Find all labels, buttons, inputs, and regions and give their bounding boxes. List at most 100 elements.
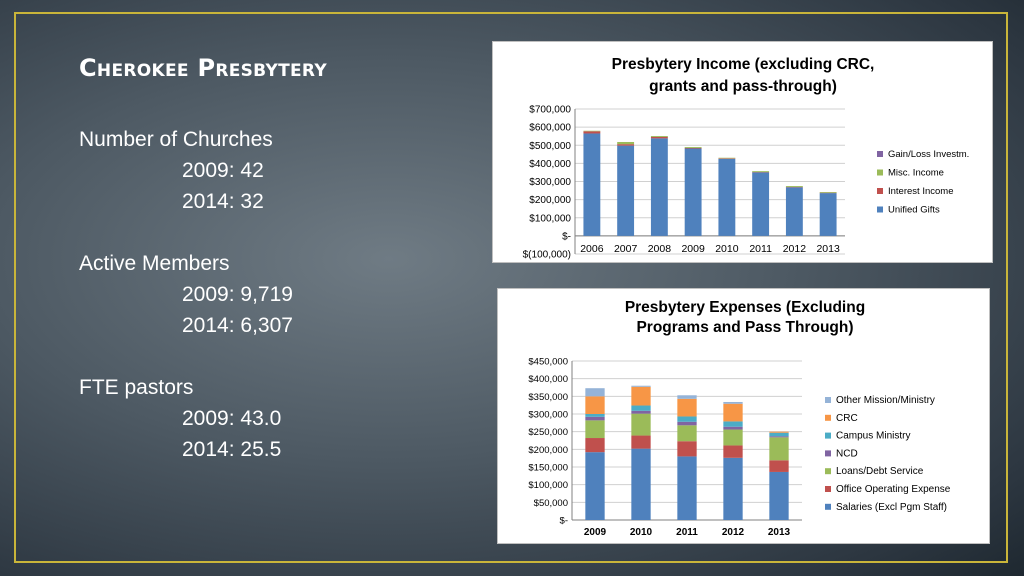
bar-segment (677, 421, 697, 426)
y-tick-label: $100,000 (529, 213, 571, 224)
stat-value: 2014: 32 (182, 190, 264, 213)
y-tick-label: $(100,000) (523, 250, 571, 261)
bar-segment (585, 388, 605, 397)
bar-segment (718, 158, 736, 159)
bar-segment (585, 396, 605, 414)
bar-segment (723, 457, 743, 520)
y-tick-label: $400,000 (528, 374, 568, 385)
bar-segment (583, 133, 601, 236)
x-tick-label: 2013 (768, 527, 791, 538)
bar-segment (785, 186, 803, 187)
y-tick-label: $600,000 (529, 123, 571, 134)
expenses-chart: Presbytery Expenses (Excluding Programs a… (497, 288, 990, 544)
bar-segment (723, 429, 743, 446)
legend-swatch (877, 206, 883, 213)
bar-segment (650, 136, 668, 137)
y-tick-label: $250,000 (528, 427, 568, 438)
stat-label: FTE pastors (79, 376, 194, 399)
bar-segment (650, 136, 668, 139)
legend-swatch (825, 486, 831, 492)
legend-swatch (825, 432, 831, 439)
legend-swatch (825, 503, 831, 510)
legend-label: Office Operating Expense (836, 484, 951, 495)
legend-label: Unified Gifts (888, 205, 940, 216)
stat-label: Number of Churches (79, 128, 273, 151)
legend-label: Other Mission/Ministry (836, 395, 935, 406)
legend-swatch (825, 468, 831, 475)
bar-segment (585, 416, 605, 421)
x-tick-label: 2012 (722, 527, 745, 538)
bar-segment (752, 171, 770, 173)
bar-segment (631, 385, 651, 387)
y-tick-label: $200,000 (529, 195, 571, 206)
x-tick-label: 2009 (584, 527, 607, 538)
x-tick-label: 2009 (681, 243, 705, 255)
bar-segment (631, 435, 651, 449)
bar-segment (723, 445, 743, 458)
y-tick-label: $200,000 (528, 445, 568, 456)
legend-swatch (877, 169, 883, 176)
chart-title: Presbytery Income (excluding CRC, (612, 56, 875, 73)
bar-segment (684, 147, 702, 149)
y-tick-label: $300,000 (528, 410, 568, 421)
bar-segment (684, 147, 702, 148)
slide-title: Cherokee Presbytery (79, 54, 328, 82)
y-tick-label: $150,000 (528, 463, 568, 474)
bar-segment (677, 398, 697, 417)
y-tick-label: $- (562, 231, 571, 242)
bar-segment (677, 416, 697, 422)
bar-segment (785, 187, 803, 236)
y-tick-label: $50,000 (534, 498, 568, 509)
legend-label: Salaries (Excl Pgm Staff) (836, 502, 947, 513)
legend-swatch (825, 414, 831, 421)
bar-segment (677, 395, 697, 399)
bar-segment (723, 403, 743, 422)
bar-segment (819, 192, 837, 193)
y-tick-label: $- (560, 516, 568, 527)
bar-segment (631, 413, 651, 436)
legend-label: NCD (836, 448, 858, 459)
bar-segment (723, 421, 743, 427)
stat-value: 2009: 9,719 (182, 283, 293, 306)
stats-list: Number of Churches 2009: 42 2014: 32 Act… (79, 124, 293, 465)
bar-segment (718, 158, 736, 236)
legend-label: Interest Income (888, 186, 953, 197)
x-tick-label: 2013 (816, 243, 840, 255)
y-tick-label: $450,000 (528, 357, 568, 368)
bar-segment (631, 386, 651, 406)
bar-segment (617, 144, 635, 146)
legend-label: Gain/Loss Investm. (888, 149, 969, 160)
x-tick-label: 2007 (614, 243, 638, 255)
stat-value: 2014: 25.5 (182, 438, 282, 461)
bar-segment (723, 401, 743, 404)
bar-segment (677, 441, 697, 457)
x-tick-label: 2010 (715, 243, 739, 255)
bar-segment (684, 148, 702, 236)
bar-segment (585, 414, 605, 417)
bar-segment (723, 426, 743, 430)
bar-segment (769, 432, 789, 437)
bar-segment (585, 420, 605, 439)
bar-segment (752, 172, 770, 236)
legend-label: CRC (836, 413, 858, 424)
bar-segment (769, 471, 789, 520)
x-tick-label: 2010 (630, 527, 653, 538)
y-tick-label: $100,000 (528, 480, 568, 491)
bar-segment (677, 425, 697, 442)
legend-swatch (825, 450, 831, 457)
stat-value: 2009: 42 (182, 159, 264, 182)
bar-segment (819, 193, 837, 236)
x-tick-label: 2012 (783, 243, 807, 255)
income-chart: Presbytery Income (excluding CRC, grants … (492, 41, 993, 263)
bar-segment (585, 438, 605, 453)
legend-label: Campus Ministry (836, 431, 910, 442)
x-tick-label: 2008 (648, 243, 672, 255)
legend-label: Loans/Debt Service (836, 466, 924, 477)
y-tick-label: $700,000 (529, 105, 571, 116)
x-tick-label: 2011 (749, 243, 772, 255)
bar-segment (631, 405, 651, 411)
bar-segment (617, 141, 635, 145)
income-chart-svg: Presbytery Income (excluding CRC, grants … (523, 56, 970, 261)
bar-segment (631, 410, 651, 414)
legend-swatch (825, 397, 831, 403)
